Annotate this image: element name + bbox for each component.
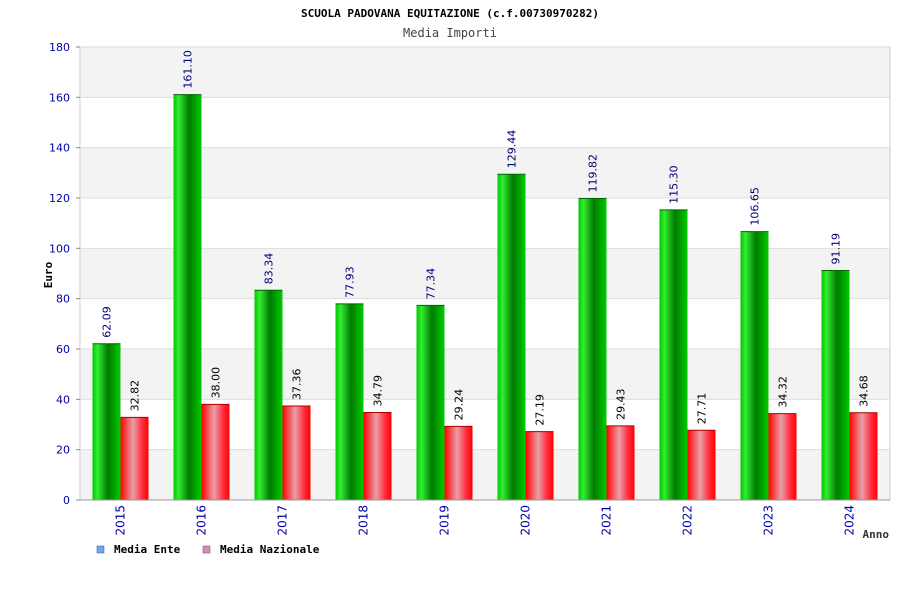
x-tick-label: 2022 [681,505,695,536]
y-tick-label: 60 [56,343,70,356]
data-label: 77.93 [344,266,357,298]
plot-band [80,147,890,198]
bar [120,417,149,500]
bar [687,430,716,500]
bar [768,413,797,500]
data-label: 91.19 [830,233,843,265]
x-tick-label: 2024 [843,505,857,536]
data-label: 62.09 [101,306,114,338]
plot-band [80,47,890,98]
data-label: 27.19 [534,394,547,426]
legend-label-media-nazionale: Media Nazionale [220,543,320,556]
bar [578,198,607,500]
data-label: 38.00 [210,367,223,399]
x-tick-label: 2018 [357,505,371,536]
data-label: 115.30 [668,165,681,204]
chart-subtitle: Media Importi [403,26,497,40]
x-tick-label: 2021 [600,505,614,536]
x-tick-label: 2016 [195,505,209,536]
bar [363,412,392,500]
x-axis-label: Anno [863,528,890,541]
x-axis: 2015 2016 2017 2018 2019 2020 2021 2022 2023 2024 [80,499,890,536]
y-tick-label: 120 [49,192,70,205]
data-label: 83.34 [263,253,276,285]
y-tick-label: 180 [49,41,70,54]
bar [821,270,850,500]
data-label: 161.10 [182,50,195,89]
data-label: 29.24 [453,389,466,421]
y-tick-label: 160 [49,91,70,104]
y-axis-label: Euro [42,261,55,288]
x-tick-label: 2023 [762,505,776,536]
bar [173,94,202,500]
x-tick-label: 2017 [276,505,290,536]
data-label: 129.44 [506,130,519,169]
bar [659,209,688,500]
chart-title: SCUOLA PADOVANA EQUITAZIONE (c.f.0073097… [301,7,599,20]
y-axis: 0 20 40 60 80 100 120 140 160 180 [49,41,80,507]
data-label: 37.36 [291,368,304,400]
bars: 62.09 32.82 161.10 38.00 83.34 37.36 77.93 34.7… [92,50,878,500]
data-label: 32.82 [129,380,142,412]
bar [254,290,283,500]
y-tick-label: 40 [56,393,70,406]
y-tick-label: 100 [49,242,70,255]
legend-swatch-media-nazionale [202,545,211,554]
bar [282,405,311,500]
data-label: 34.68 [858,375,871,407]
x-tick-label: 2020 [519,505,533,536]
bar [525,431,554,500]
data-label: 34.79 [372,375,385,407]
bar [92,343,121,500]
legend: Media Ente Media Nazionale [96,543,320,556]
data-label: 27.71 [696,393,709,425]
bar [497,174,526,500]
bar [740,231,769,500]
data-label: 77.34 [425,268,438,300]
bar [416,305,445,500]
legend-swatch-media-ente [96,545,105,554]
bar [849,412,878,500]
bar [444,426,473,500]
y-tick-label: 0 [63,494,70,507]
x-tick-label: 2019 [438,505,452,536]
x-tick-label: 2015 [114,505,128,536]
y-tick-label: 80 [56,293,70,306]
data-label: 29.43 [615,388,628,420]
bar [335,303,364,500]
data-label: 106.65 [749,187,762,226]
data-label: 119.82 [587,154,600,193]
y-tick-label: 20 [56,444,70,457]
data-label: 34.32 [777,376,790,408]
bar [606,425,635,500]
y-tick-label: 140 [49,142,70,155]
legend-label-media-ente: Media Ente [114,543,181,556]
bar [201,404,230,500]
